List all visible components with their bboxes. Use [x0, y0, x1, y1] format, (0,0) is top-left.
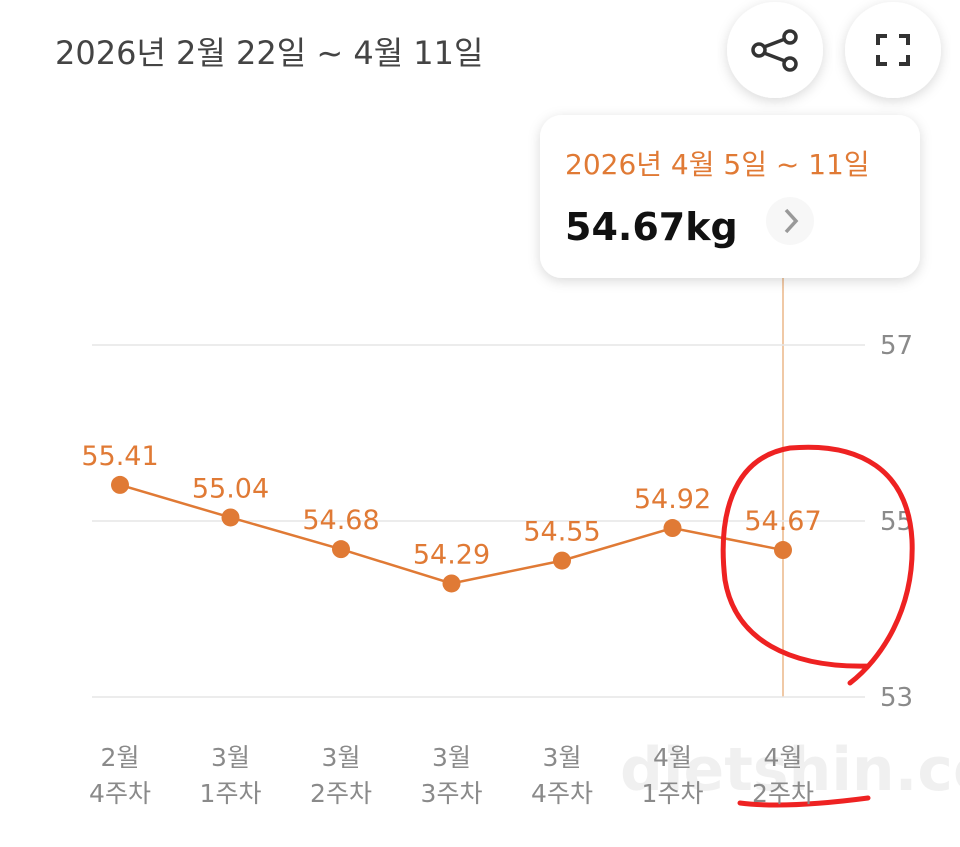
- x-tick-label: 3월 4주차: [531, 743, 593, 808]
- y-tick-label: 57: [880, 331, 913, 361]
- watermark: dietshin.com: [620, 735, 960, 805]
- value-label: 55.04: [192, 473, 269, 504]
- tooltip[interactable]: 2026년 4월 5일 ~ 11일 54.67kg: [540, 115, 920, 278]
- x-tick-label: 4월 2주차: [752, 743, 814, 808]
- point: [111, 475, 129, 494]
- plot: 53555755.4155.0454.6854.2954.5554.9254.6…: [81, 331, 913, 713]
- x-tick-label: 3월 1주차: [199, 743, 262, 808]
- annotation-underline: [737, 795, 871, 808]
- value-label: 54.92: [634, 484, 711, 515]
- point: [663, 519, 682, 538]
- point: [332, 540, 350, 559]
- tooltip-range: 2026년 4월 5일 ~ 11일: [565, 148, 870, 181]
- point: [221, 508, 240, 527]
- expand-button[interactable]: [845, 2, 941, 98]
- value-label: 54.55: [523, 517, 600, 548]
- y-tick-label: 53: [880, 683, 913, 713]
- share-button[interactable]: [727, 2, 823, 98]
- point: [553, 551, 571, 570]
- annotation-circle: [720, 444, 915, 686]
- x-tick-label: 3월 2주차: [310, 743, 372, 808]
- value-label: 54.29: [413, 539, 490, 570]
- x-tick-label: 3월 3주차: [420, 743, 483, 808]
- value-label: 54.67: [744, 506, 821, 537]
- tooltip-value: 54.67kg: [565, 205, 738, 249]
- date-range-title: 2026년 2월 22일 ~ 4월 11일: [55, 34, 483, 72]
- x-tick-label: 2월 4주차: [89, 743, 151, 808]
- point: [442, 574, 461, 593]
- point: [774, 541, 792, 560]
- x-tick-label: 4월 1주차: [641, 743, 704, 808]
- value-label: 55.41: [81, 441, 158, 472]
- value-label: 54.68: [302, 505, 379, 536]
